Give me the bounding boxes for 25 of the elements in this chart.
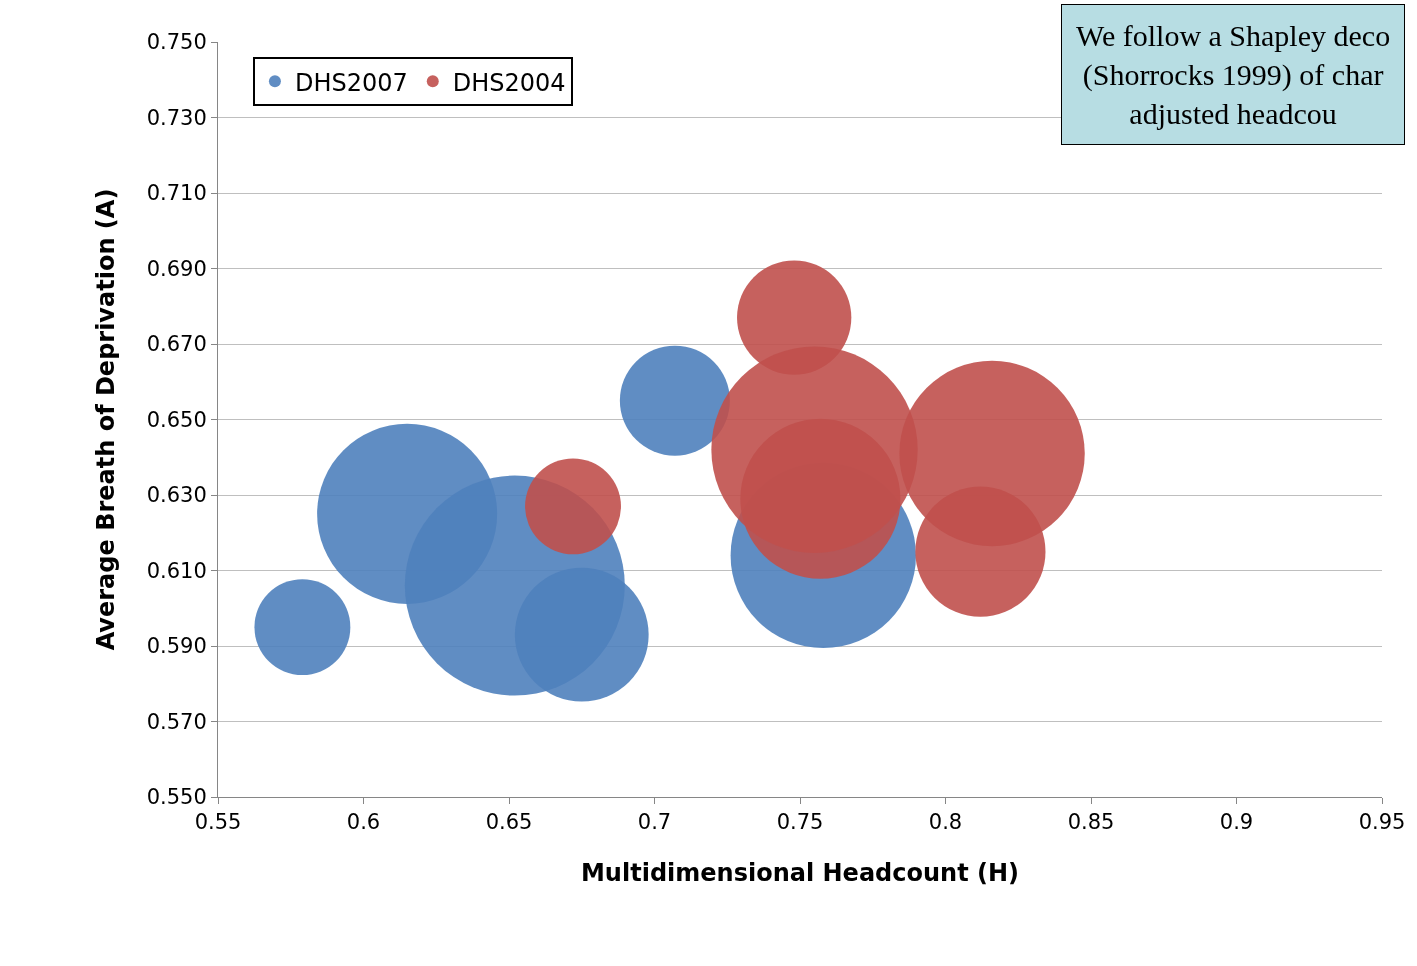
x-tick-label: 0.75: [776, 810, 824, 835]
y-tick-label: 0.590: [146, 634, 207, 659]
x-tick-label: 0.6: [346, 810, 381, 835]
y-tick-label: 0.650: [146, 407, 207, 432]
y-tick-label: 0.670: [146, 332, 207, 357]
x-tick-label: 0.7: [637, 810, 672, 835]
x-tick-label: 0.95: [1358, 810, 1406, 835]
legend-label: DHS2004: [452, 68, 566, 97]
y-tick-label: 0.730: [146, 105, 207, 130]
y-tick-label: 0.690: [146, 256, 207, 281]
y-tick-label: 0.610: [146, 558, 207, 583]
x-tick-label: 0.85: [1067, 810, 1115, 835]
x-tick-label: 0.55: [194, 810, 242, 835]
y-tick-label: 0.750: [146, 30, 207, 55]
annotation: We follow a Shapley deco (Shorrocks 1999) of char adjusted headcou: [1076, 19, 1391, 130]
x-axis-title: Multidimensional Headcount (H): [580, 858, 1020, 887]
x-tick-label: 0.65: [485, 810, 533, 835]
y-tick-label: 0.570: [146, 709, 207, 734]
y-axis-title: Average Breath of Deprivation (A): [91, 188, 120, 651]
x-tick-label: 0.8: [928, 810, 963, 835]
y-tick-label: 0.630: [146, 483, 207, 508]
y-tick-label: 0.550: [146, 785, 207, 810]
legend-label: DHS2007: [294, 68, 408, 97]
y-tick-label: 0.710: [146, 181, 207, 206]
x-tick-label: 0.9: [1219, 810, 1254, 835]
